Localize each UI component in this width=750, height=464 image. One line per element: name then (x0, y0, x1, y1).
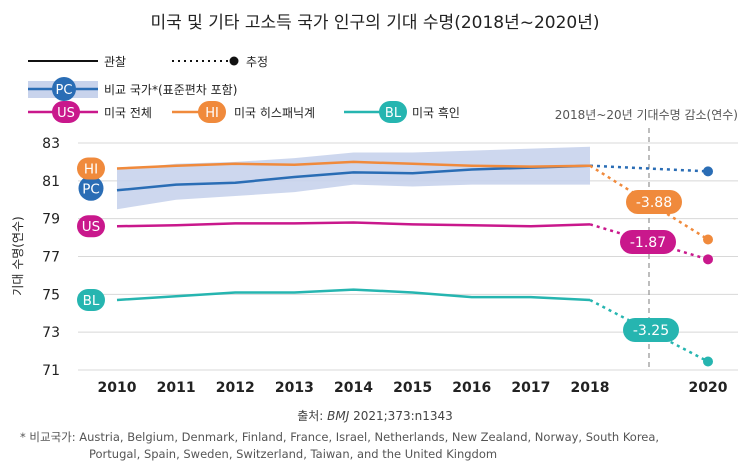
drop-badge-us (620, 230, 676, 254)
series-badge-hi (77, 157, 105, 180)
x-tick-label: 2014 (334, 380, 373, 396)
legend: 관찰 추정 PC 비교 국가*(표준편차 포함) US 미국 전체 HI 미국 … (28, 55, 460, 123)
legend-pc-code: PC (56, 83, 73, 98)
estimate-point-bl (703, 356, 713, 367)
x-tick-label: 2016 (452, 380, 491, 396)
x-tick-label: 2013 (275, 380, 314, 396)
drop-badge-hi (626, 190, 682, 214)
pc-std-band-area (117, 146, 590, 210)
y-tick-label: 79 (42, 212, 60, 228)
x-tick-label: 2010 (98, 380, 137, 396)
legend-us-code: US (57, 106, 75, 121)
pc-std-band (117, 146, 590, 210)
legend-estimated-dot (229, 56, 239, 66)
axis-ticks: 71 73 75 77 79 81 83 2010 2011 2012 2013 2014 2015 20… (42, 136, 728, 396)
legend-hi-code: HI (205, 106, 219, 121)
series-line-bl (116, 288, 591, 302)
drop-value-label: -3.25 (633, 323, 669, 339)
series-line-hi (116, 160, 591, 170)
series-marks: PC HI -3.88 US -1.87 BL -3.25 (77, 157, 713, 367)
drop-value-label: -3.88 (636, 195, 672, 211)
series-badge-label: HI (84, 162, 98, 178)
series-estimate-bl (589, 298, 709, 363)
legend-bl-label: 미국 흑인 (412, 106, 460, 120)
legend-pc-label: 비교 국가*(표준편차 포함) (104, 83, 237, 97)
legend-bl-code: BL (385, 106, 402, 121)
y-tick-label: 75 (42, 287, 60, 303)
y-tick-label: 83 (42, 136, 60, 152)
y-axis-label: 기대 수명(연수) (11, 216, 25, 295)
footnote-line-1: * 비교국가: Austria, Belgium, Denmark, Finla… (20, 430, 659, 444)
source: 출처: BMJ 2021;373:n1343 (297, 409, 453, 423)
chart-title: 미국 및 기타 고소득 국가 인구의 기대 수명(2018년~2020년) (150, 13, 599, 33)
series-badge-pc (78, 175, 104, 201)
legend-observed-label: 관찰 (104, 55, 126, 69)
y-tick-label: 81 (42, 174, 60, 190)
series-estimate-pc (589, 164, 709, 173)
x-tick-label: 2015 (393, 380, 432, 396)
x-tick-label: 2018 (571, 380, 610, 396)
x-tick-label: 2012 (216, 380, 255, 396)
series-line-us (116, 221, 591, 228)
series-badge-label: US (82, 219, 100, 235)
legend-us-label: 미국 전체 (104, 106, 152, 120)
footnote-line-2: Portugal, Spain, Sweden, Switzerland, Ta… (89, 447, 497, 461)
series-badge-us (77, 215, 105, 238)
legend-bl-badge (379, 101, 407, 123)
y-tick-label: 73 (42, 325, 60, 341)
legend-hi-label: 미국 히스패닉계 (234, 106, 315, 120)
x-tick-label: 2020 (689, 380, 728, 396)
series-badge-bl (77, 289, 105, 312)
y-tick-label: 77 (42, 250, 60, 266)
legend-pc-badge (52, 77, 76, 101)
series-lines (116, 160, 709, 363)
legend-us-badge (52, 101, 80, 123)
x-tick-label: 2011 (157, 380, 196, 396)
drop-badge-bl (623, 318, 679, 342)
drop-value-label: -1.87 (630, 235, 666, 251)
estimate-point-us (703, 254, 713, 265)
series-line-pc (116, 164, 591, 192)
x-tick-label: 2017 (511, 380, 550, 396)
estimate-point-hi (703, 234, 713, 245)
series-badge-label: PC (82, 181, 100, 197)
series-badge-label: BL (83, 293, 100, 309)
drop-annotation: 2018년~20년 기대수명 감소(연수) (555, 108, 738, 122)
legend-hi-badge (198, 101, 226, 123)
series-estimate-hi (589, 164, 709, 241)
y-tick-label: 71 (42, 363, 60, 379)
estimate-point-pc (703, 166, 713, 177)
legend-estimated-label: 추정 (246, 55, 268, 69)
